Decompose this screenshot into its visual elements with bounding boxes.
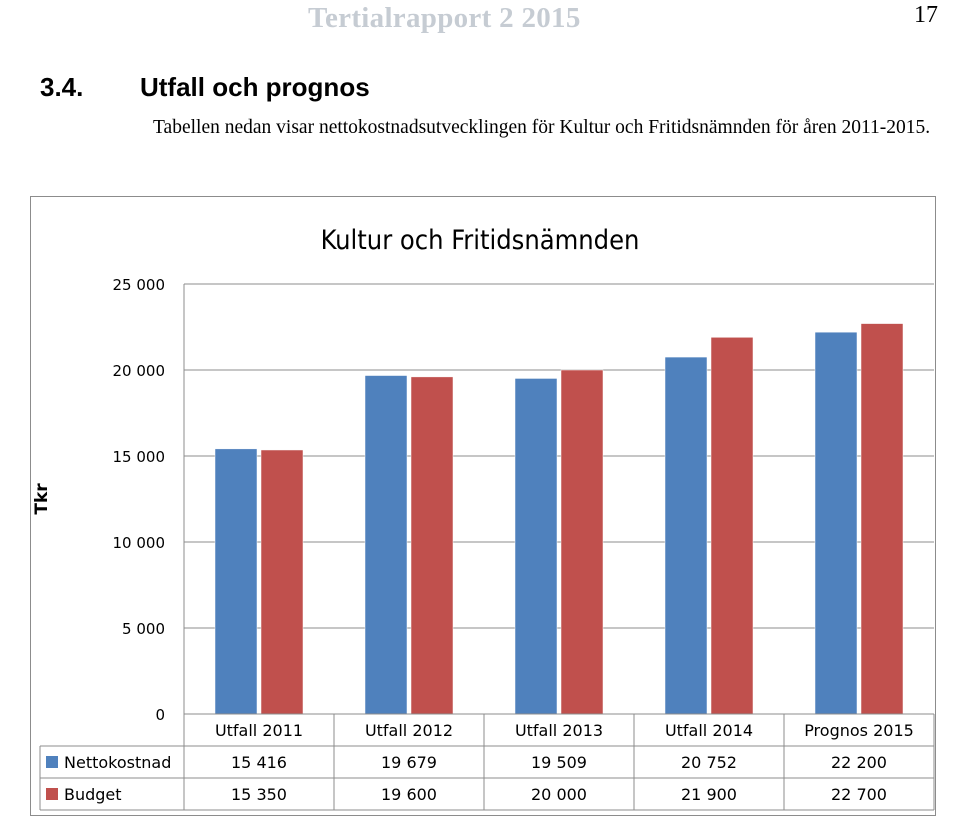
chart-title: Kultur och Fritidsnämnden — [321, 225, 640, 256]
legend-label-nettokostnad: Nettokostnad — [64, 753, 171, 772]
report-header-title: Tertialrapport 2 2015 — [308, 2, 581, 34]
y-tick-label: 5 000 — [122, 620, 165, 638]
y-tick-label: 10 000 — [113, 534, 166, 552]
data-label-budget: 22 700 — [831, 785, 887, 804]
y-tick-label: 20 000 — [113, 362, 166, 380]
data-label-nettokostnad: 22 200 — [831, 753, 887, 772]
bar-budget-2 — [410, 376, 454, 715]
bar-budget-1 — [260, 449, 304, 715]
legend-swatch-budget — [46, 788, 58, 800]
bar-nettokostnad-2 — [364, 375, 408, 715]
bar-nettokostnad-4 — [664, 356, 708, 715]
bar-nettokostnad-1 — [214, 448, 258, 715]
legend-label-budget: Budget — [64, 785, 122, 804]
chart-frame — [30, 196, 936, 816]
category-label: Prognos 2015 — [804, 721, 914, 740]
category-label: Utfall 2013 — [515, 721, 603, 740]
data-label-nettokostnad: 19 679 — [381, 753, 437, 772]
section-heading: 3.4. Utfall och prognos — [40, 72, 370, 103]
y-tick-label: 15 000 — [113, 448, 166, 466]
section-title: Utfall och prognos — [140, 72, 370, 102]
data-label-nettokostnad: 20 752 — [681, 753, 737, 772]
data-label-budget: 15 350 — [231, 785, 287, 804]
data-label-nettokostnad: 19 509 — [531, 753, 587, 772]
category-label: Utfall 2012 — [365, 721, 453, 740]
bar-nettokostnad-3 — [514, 378, 558, 715]
bar-budget-5 — [860, 323, 904, 715]
y-tick-label: 0 — [155, 706, 165, 724]
category-label: Utfall 2011 — [215, 721, 303, 740]
section-number: 3.4. — [40, 72, 84, 102]
legend-swatch-nettokostnad — [46, 756, 58, 768]
y-axis-label: Tkr — [32, 483, 52, 515]
intro-paragraph: Tabellen nedan visar nettokostnadsutveck… — [153, 117, 931, 138]
bar-nettokostnad-5 — [814, 331, 858, 715]
data-label-nettokostnad: 15 416 — [231, 753, 287, 772]
bar-budget-4 — [710, 337, 754, 715]
data-label-budget: 21 900 — [681, 785, 737, 804]
y-tick-label: 25 000 — [113, 276, 166, 294]
bar-budget-3 — [560, 369, 604, 715]
category-label: Utfall 2014 — [665, 721, 753, 740]
page-number: 17 — [914, 2, 938, 28]
data-label-budget: 20 000 — [531, 785, 587, 804]
data-label-budget: 19 600 — [381, 785, 437, 804]
